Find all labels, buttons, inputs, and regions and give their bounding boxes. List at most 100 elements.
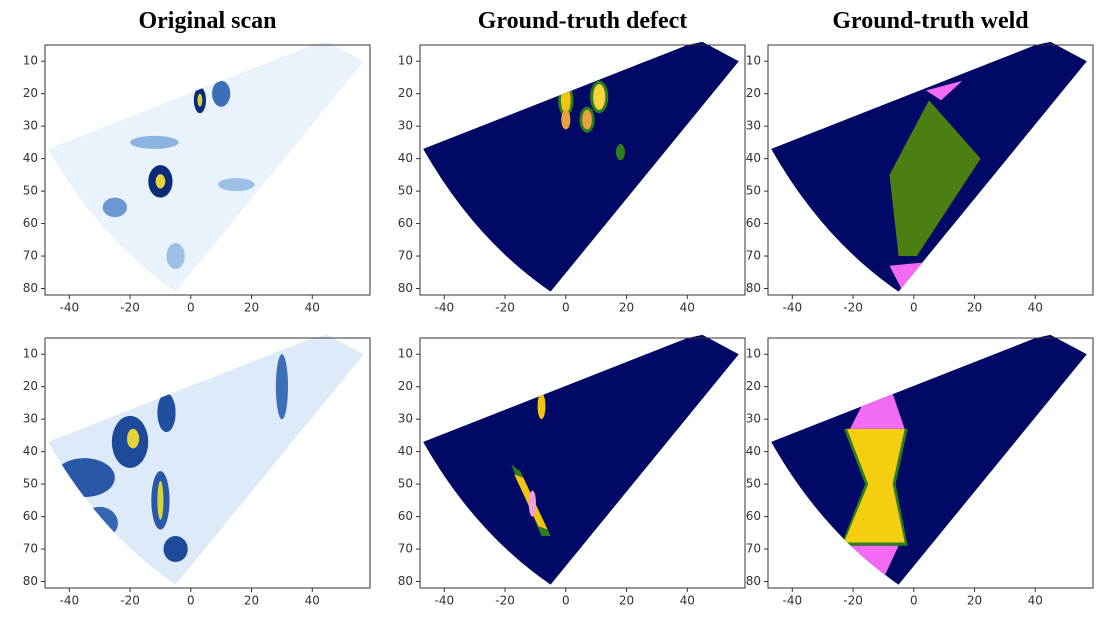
blob (81, 506, 118, 540)
y-tick-label: 50 (746, 477, 761, 491)
axes-frame (419, 44, 746, 296)
y-tick-label: 60 (23, 509, 38, 523)
sector (423, 41, 739, 292)
y-tick-label: 70 (398, 542, 413, 556)
blob (197, 93, 203, 107)
panel: Ground-truth weld -40 -20 0 20 40 10 20 30 40 50 60… (746, 8, 1094, 315)
blob (130, 135, 179, 149)
y-tick-label: 30 (23, 412, 38, 426)
panel-title: Ground-truth weld (832, 8, 1029, 34)
blob (166, 243, 185, 270)
y-tick-label: 50 (398, 477, 413, 491)
blob (560, 87, 571, 114)
axes-frame (44, 337, 371, 589)
y-tick-label: 40 (746, 151, 761, 165)
x-tick-label: 40 (680, 301, 695, 315)
region (846, 545, 899, 579)
y-tick-label: 20 (398, 86, 413, 100)
blob (102, 197, 128, 218)
panel: -40 -20 0 20 40 10 20 30 40 50 60 70 80 (23, 334, 371, 608)
y-tick-label: 40 (746, 444, 761, 458)
y-tick-label: 10 (746, 54, 761, 68)
image (771, 334, 1087, 585)
blob (275, 354, 288, 420)
y-tick-label: 60 (746, 509, 761, 523)
y-tick-label: 80 (398, 281, 413, 295)
y-tick-label: 30 (23, 119, 38, 133)
region (925, 80, 963, 101)
y-tick-label: 30 (398, 119, 413, 133)
y-tick-label: 50 (23, 184, 38, 198)
sector (423, 334, 739, 585)
y-tick-label: 60 (398, 216, 413, 230)
y-tick-label: 80 (398, 574, 413, 588)
blob (163, 536, 188, 563)
x-tick-label: -20 (843, 301, 863, 315)
blob (157, 480, 164, 520)
x-tick-label: -40 (782, 301, 802, 315)
x-tick-label: -20 (843, 594, 863, 608)
image (48, 334, 364, 585)
y-tick-label: 60 (398, 509, 413, 523)
blob (528, 490, 537, 517)
x-tick-label: 0 (187, 594, 195, 608)
x-tick-label: -40 (434, 594, 454, 608)
y-tick-label: 80 (23, 281, 38, 295)
panel-title: Original scan (138, 8, 276, 34)
blob (218, 178, 255, 192)
sector (48, 41, 364, 292)
x-tick-label: 0 (187, 301, 195, 315)
y-tick-label: 10 (23, 54, 38, 68)
image (771, 41, 1087, 292)
panel: -40 -20 0 20 40 10 20 30 40 50 60 70 80 (398, 334, 746, 608)
x-tick-label: 20 (244, 301, 259, 315)
y-tick-label: 80 (746, 574, 761, 588)
x-tick-label: 40 (680, 594, 695, 608)
x-tick-label: -40 (59, 301, 79, 315)
x-tick-label: 0 (562, 301, 570, 315)
blob (155, 174, 166, 189)
image (423, 334, 739, 585)
blob (593, 83, 606, 110)
y-tick-label: 50 (23, 477, 38, 491)
x-tick-label: -20 (120, 594, 140, 608)
y-tick-label: 60 (746, 216, 761, 230)
y-tick-label: 30 (746, 119, 761, 133)
y-tick-label: 20 (23, 379, 38, 393)
x-tick-label: 0 (562, 594, 570, 608)
y-tick-label: 20 (746, 86, 761, 100)
x-tick-label: 20 (619, 594, 634, 608)
y-tick-label: 30 (746, 412, 761, 426)
blob (582, 109, 592, 130)
y-tick-label: 10 (23, 347, 38, 361)
blob (127, 428, 140, 449)
axes-frame (419, 337, 746, 589)
y-tick-label: 10 (746, 347, 761, 361)
region (843, 428, 905, 543)
x-tick-label: 40 (1028, 301, 1043, 315)
y-tick-label: 80 (23, 574, 38, 588)
x-tick-label: 40 (305, 594, 320, 608)
x-tick-label: 0 (910, 301, 918, 315)
axes-frame (44, 44, 371, 296)
y-tick-label: 70 (23, 542, 38, 556)
y-tick-label: 70 (746, 542, 761, 556)
y-tick-label: 30 (398, 412, 413, 426)
y-tick-label: 10 (398, 54, 413, 68)
y-tick-label: 50 (746, 184, 761, 198)
axes-frame (767, 337, 1094, 589)
region (889, 100, 981, 257)
panel-title: Ground-truth defect (478, 8, 688, 34)
axes-frame (767, 44, 1094, 296)
y-tick-label: 40 (23, 444, 38, 458)
y-tick-label: 40 (398, 444, 413, 458)
y-tick-label: 70 (398, 249, 413, 263)
y-tick-label: 80 (746, 281, 761, 295)
x-tick-label: -40 (59, 594, 79, 608)
region (889, 262, 923, 292)
x-tick-label: 40 (1028, 594, 1043, 608)
x-tick-label: -40 (782, 594, 802, 608)
panel: Ground-truth defect -40 -20 0 20 40 10 20 30 40 50… (398, 8, 746, 315)
sector (771, 334, 1087, 585)
